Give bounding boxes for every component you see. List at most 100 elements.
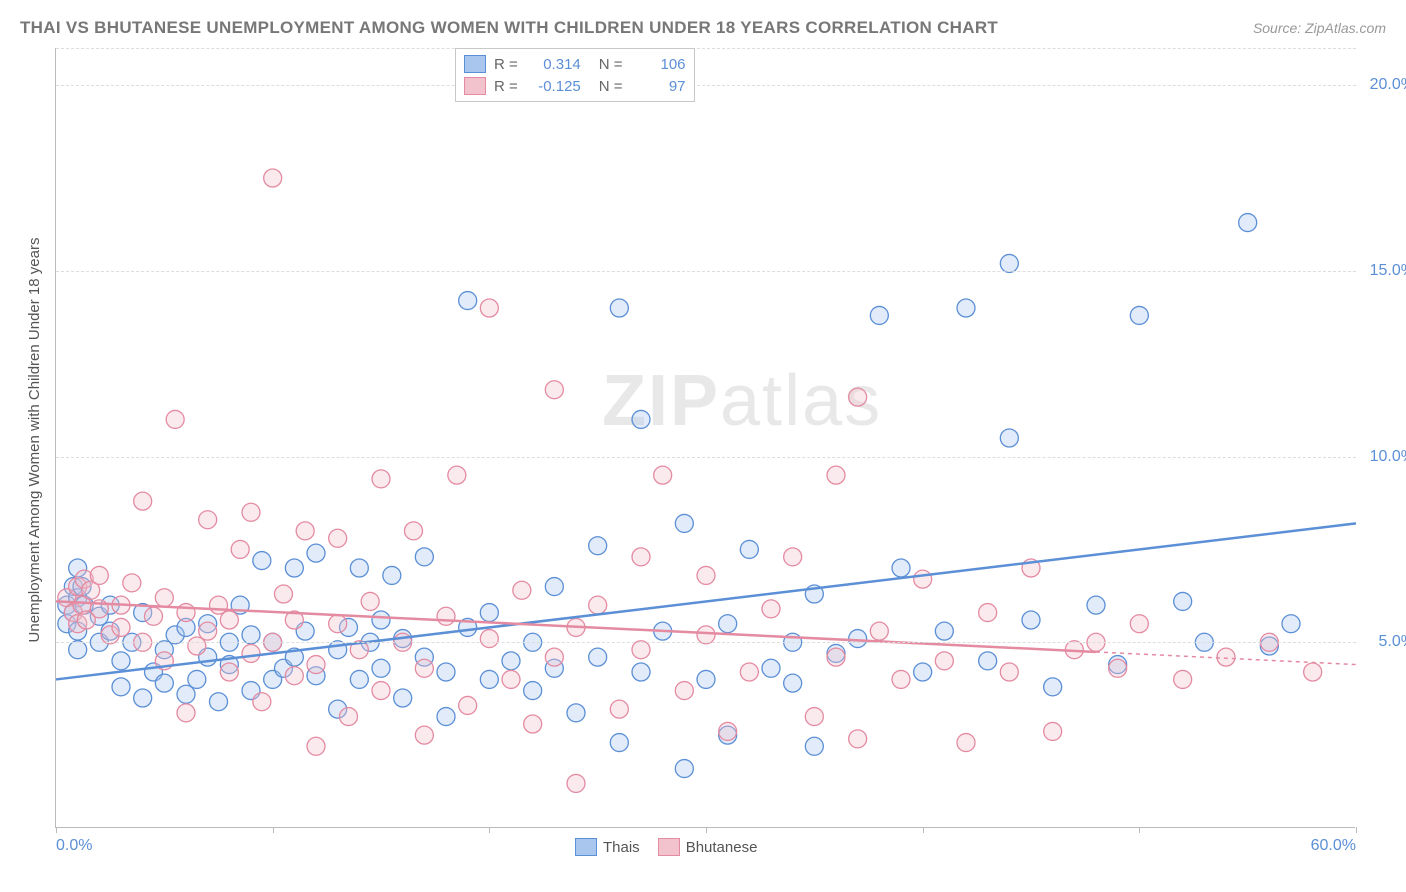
data-point xyxy=(415,659,433,677)
y-tick-label: 15.0% xyxy=(1365,262,1406,280)
plot-wrap: ZIPatlas 5.0%10.0%15.0%20.0%0.0%60.0% R … xyxy=(55,48,1355,828)
data-point xyxy=(220,663,238,681)
data-point xyxy=(1044,678,1062,696)
data-point xyxy=(307,737,325,755)
bottom-legend: ThaisBhutanese xyxy=(575,838,757,856)
data-point xyxy=(719,722,737,740)
data-point xyxy=(307,544,325,562)
data-point xyxy=(1000,254,1018,272)
data-point xyxy=(253,693,271,711)
legend-swatch xyxy=(464,77,486,95)
x-tick xyxy=(56,827,57,833)
data-point xyxy=(567,774,585,792)
x-tick xyxy=(923,827,924,833)
data-point xyxy=(210,596,228,614)
data-point xyxy=(545,578,563,596)
data-point xyxy=(914,570,932,588)
data-point xyxy=(849,630,867,648)
data-point xyxy=(805,737,823,755)
data-point xyxy=(719,615,737,633)
data-point xyxy=(1130,306,1148,324)
data-point xyxy=(415,548,433,566)
x-tick xyxy=(706,827,707,833)
data-point xyxy=(502,670,520,688)
correlation-stat-box: R =0.314N =106R =-0.125N =97 xyxy=(455,48,695,102)
data-point xyxy=(1044,722,1062,740)
data-point xyxy=(188,637,206,655)
stat-r-value: 0.314 xyxy=(526,56,581,73)
gridline-h xyxy=(56,48,1356,49)
data-point xyxy=(155,589,173,607)
source-name: ZipAtlas.com xyxy=(1305,20,1386,36)
data-point xyxy=(979,604,997,622)
x-tick xyxy=(1356,827,1357,833)
data-point xyxy=(372,682,390,700)
chart-source: Source: ZipAtlas.com xyxy=(1253,20,1386,36)
x-tick xyxy=(273,827,274,833)
data-point xyxy=(545,381,563,399)
data-point xyxy=(957,734,975,752)
data-point xyxy=(805,708,823,726)
data-point xyxy=(675,514,693,532)
legend-swatch xyxy=(575,838,597,856)
legend-swatch xyxy=(658,838,680,856)
data-point xyxy=(285,667,303,685)
y-tick-label: 10.0% xyxy=(1365,448,1406,466)
data-point xyxy=(914,663,932,681)
legend-swatch xyxy=(464,55,486,73)
data-point xyxy=(632,410,650,428)
data-point xyxy=(329,529,347,547)
data-point xyxy=(242,503,260,521)
data-point xyxy=(567,704,585,722)
stat-r-label: R = xyxy=(494,56,518,73)
data-point xyxy=(784,548,802,566)
data-point xyxy=(935,622,953,640)
stat-row: R =-0.125N =97 xyxy=(464,75,686,97)
data-point xyxy=(394,689,412,707)
data-point xyxy=(1022,611,1040,629)
data-point xyxy=(361,592,379,610)
x-tick xyxy=(489,827,490,833)
data-point xyxy=(870,622,888,640)
data-point xyxy=(437,663,455,681)
data-point xyxy=(112,652,130,670)
data-point xyxy=(405,522,423,540)
data-point xyxy=(1282,615,1300,633)
data-point xyxy=(1174,592,1192,610)
gridline-h xyxy=(56,457,1356,458)
data-point xyxy=(296,522,314,540)
data-point xyxy=(979,652,997,670)
data-point xyxy=(610,734,628,752)
stat-n-label: N = xyxy=(599,56,623,73)
legend-item: Thais xyxy=(575,838,640,856)
data-point xyxy=(762,600,780,618)
data-point xyxy=(220,611,238,629)
data-point xyxy=(242,626,260,644)
chart-title: THAI VS BHUTANESE UNEMPLOYMENT AMONG WOM… xyxy=(20,18,998,38)
data-point xyxy=(892,670,910,688)
data-point xyxy=(697,626,715,644)
data-point xyxy=(112,678,130,696)
data-point xyxy=(849,388,867,406)
data-point xyxy=(502,652,520,670)
data-point xyxy=(545,648,563,666)
data-point xyxy=(480,670,498,688)
data-point xyxy=(524,682,542,700)
data-point xyxy=(675,760,693,778)
data-point xyxy=(870,306,888,324)
chart-svg xyxy=(56,48,1356,828)
data-point xyxy=(134,689,152,707)
plot-area: ZIPatlas 5.0%10.0%15.0%20.0%0.0%60.0% xyxy=(55,48,1355,828)
data-point xyxy=(69,641,87,659)
data-point xyxy=(513,581,531,599)
data-point xyxy=(329,641,347,659)
data-point xyxy=(188,670,206,688)
data-point xyxy=(524,715,542,733)
stat-r-value: -0.125 xyxy=(526,78,581,95)
gridline-h xyxy=(56,85,1356,86)
data-point xyxy=(892,559,910,577)
data-point xyxy=(1304,663,1322,681)
data-point xyxy=(437,708,455,726)
data-point xyxy=(329,615,347,633)
data-point xyxy=(480,630,498,648)
